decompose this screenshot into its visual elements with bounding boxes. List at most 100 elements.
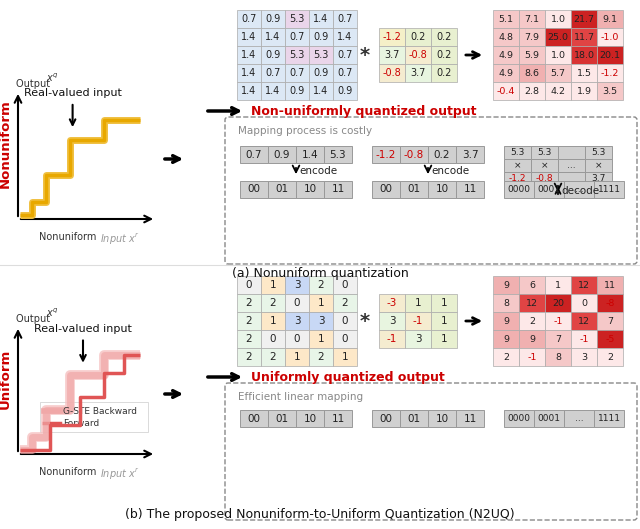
Text: 1: 1: [269, 280, 276, 290]
Text: -1: -1: [579, 334, 589, 343]
Bar: [237, 294, 261, 312]
Bar: [531, 159, 558, 172]
Text: 3.7: 3.7: [461, 150, 478, 160]
Text: 1.9: 1.9: [577, 87, 591, 96]
Text: 0.7: 0.7: [289, 32, 305, 42]
Text: Output: Output: [16, 314, 53, 324]
Bar: [405, 312, 431, 330]
Text: 2: 2: [503, 352, 509, 361]
Bar: [519, 312, 545, 330]
Text: 1111: 1111: [598, 414, 621, 423]
Bar: [431, 312, 457, 330]
Text: ×: ×: [595, 161, 602, 170]
Bar: [333, 82, 357, 100]
Text: encode: encode: [299, 166, 337, 176]
Bar: [545, 82, 571, 100]
Text: Real-valued input: Real-valued input: [24, 88, 122, 98]
Bar: [545, 64, 571, 82]
Text: encode: encode: [431, 166, 469, 176]
Bar: [405, 46, 431, 64]
Bar: [519, 82, 545, 100]
Text: $x^q$: $x^q$: [46, 307, 58, 319]
Text: 8: 8: [555, 352, 561, 361]
Text: 2: 2: [529, 316, 535, 325]
Text: 0: 0: [269, 334, 276, 344]
Bar: [268, 181, 296, 198]
Text: G-STE Backward: G-STE Backward: [63, 406, 137, 415]
Bar: [237, 10, 261, 28]
Text: Nonuniform: Nonuniform: [38, 467, 96, 477]
Bar: [594, 181, 624, 198]
Bar: [504, 146, 531, 159]
Text: 1.4: 1.4: [266, 86, 280, 96]
Bar: [372, 410, 400, 427]
Text: 11: 11: [604, 280, 616, 289]
Text: 2: 2: [317, 352, 324, 362]
Bar: [493, 46, 519, 64]
Text: 21.7: 21.7: [573, 14, 595, 23]
Text: 5.3: 5.3: [510, 148, 525, 157]
Text: -0.8: -0.8: [408, 50, 428, 60]
Bar: [428, 181, 456, 198]
Text: 0: 0: [246, 280, 252, 290]
Bar: [240, 146, 268, 163]
Text: Nonuniform: Nonuniform: [38, 232, 96, 242]
Text: -1.2: -1.2: [376, 150, 396, 160]
Text: 1: 1: [441, 334, 447, 344]
Text: 0.7: 0.7: [246, 150, 262, 160]
Bar: [268, 410, 296, 427]
Bar: [379, 294, 405, 312]
Bar: [545, 330, 571, 348]
Text: 2: 2: [342, 298, 348, 308]
Text: 6: 6: [529, 280, 535, 289]
Bar: [545, 348, 571, 366]
Text: -1.2: -1.2: [509, 174, 526, 183]
Text: 5.3: 5.3: [591, 148, 605, 157]
Bar: [333, 64, 357, 82]
Text: 1: 1: [342, 352, 348, 362]
Bar: [261, 348, 285, 366]
Bar: [261, 10, 285, 28]
Bar: [309, 64, 333, 82]
Text: 5.3: 5.3: [289, 50, 305, 60]
Text: 5.1: 5.1: [499, 14, 513, 23]
Text: 0.9: 0.9: [314, 32, 328, 42]
Text: 10: 10: [435, 414, 449, 424]
Bar: [564, 410, 594, 427]
Text: 0000: 0000: [508, 414, 531, 423]
Text: 1.5: 1.5: [577, 68, 591, 78]
Text: 1.4: 1.4: [241, 86, 257, 96]
Text: 2: 2: [317, 280, 324, 290]
Bar: [456, 146, 484, 163]
Text: 4.2: 4.2: [550, 87, 566, 96]
Bar: [571, 28, 597, 46]
Text: ...: ...: [575, 414, 583, 423]
Bar: [571, 294, 597, 312]
Text: Efficient linear mapping: Efficient linear mapping: [238, 392, 363, 402]
Bar: [333, 276, 357, 294]
Bar: [571, 330, 597, 348]
Bar: [379, 28, 405, 46]
Text: 1111: 1111: [598, 185, 621, 194]
Text: 1.4: 1.4: [241, 50, 257, 60]
Text: 11.7: 11.7: [573, 32, 595, 41]
Text: -1: -1: [527, 352, 537, 361]
Bar: [504, 172, 531, 185]
Text: 3.7: 3.7: [410, 68, 426, 78]
Text: ...: ...: [567, 161, 576, 170]
Bar: [309, 82, 333, 100]
Text: 3: 3: [415, 334, 421, 344]
Text: 2: 2: [246, 334, 252, 344]
Bar: [379, 46, 405, 64]
Bar: [309, 330, 333, 348]
Bar: [597, 28, 623, 46]
Text: 8.6: 8.6: [525, 68, 540, 78]
Bar: [261, 64, 285, 82]
Bar: [493, 82, 519, 100]
Bar: [285, 28, 309, 46]
Bar: [405, 330, 431, 348]
Text: 7.1: 7.1: [525, 14, 540, 23]
Text: 01: 01: [408, 414, 420, 424]
Text: 1.0: 1.0: [550, 14, 566, 23]
Bar: [504, 159, 531, 172]
